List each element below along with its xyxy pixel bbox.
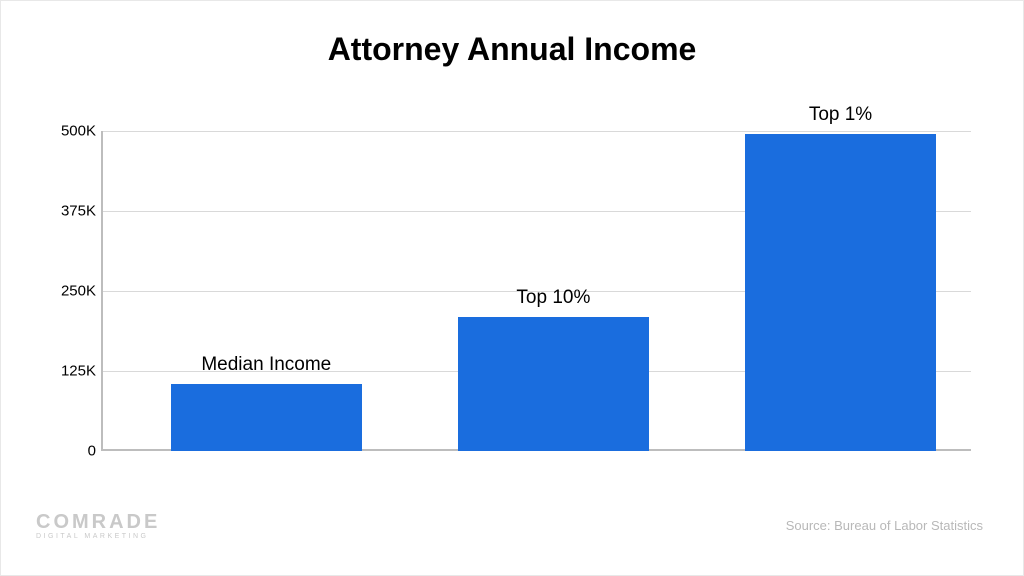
- y-tick-label: 500K: [51, 123, 96, 140]
- bar-label: Median Income: [75, 354, 458, 376]
- y-tick-label: 250K: [51, 283, 96, 300]
- bars-container: Median IncomeTop 10%Top 1%: [101, 131, 971, 451]
- bar-label: Top 10%: [362, 287, 745, 309]
- source-attribution: Source: Bureau of Labor Statistics: [786, 518, 983, 533]
- bar-label: Top 1%: [649, 104, 1024, 126]
- chart-area: 0125K250K375K500K Median IncomeTop 10%To…: [101, 131, 971, 451]
- y-tick-label: 375K: [51, 203, 96, 220]
- bar: Top 10%: [458, 317, 649, 451]
- bar: Top 1%: [745, 134, 936, 451]
- footer: COMRADE DIGITAL MARKETING Source: Bureau…: [1, 505, 1023, 555]
- logo-sub-text: DIGITAL MARKETING: [36, 533, 160, 540]
- logo-main-text: COMRADE: [36, 512, 160, 532]
- y-axis: 0125K250K375K500K: [51, 131, 96, 451]
- y-tick-label: 0: [51, 443, 96, 460]
- chart-title: Attorney Annual Income: [1, 31, 1023, 68]
- brand-logo: COMRADE DIGITAL MARKETING: [36, 512, 160, 540]
- bar: Median Income: [171, 384, 362, 451]
